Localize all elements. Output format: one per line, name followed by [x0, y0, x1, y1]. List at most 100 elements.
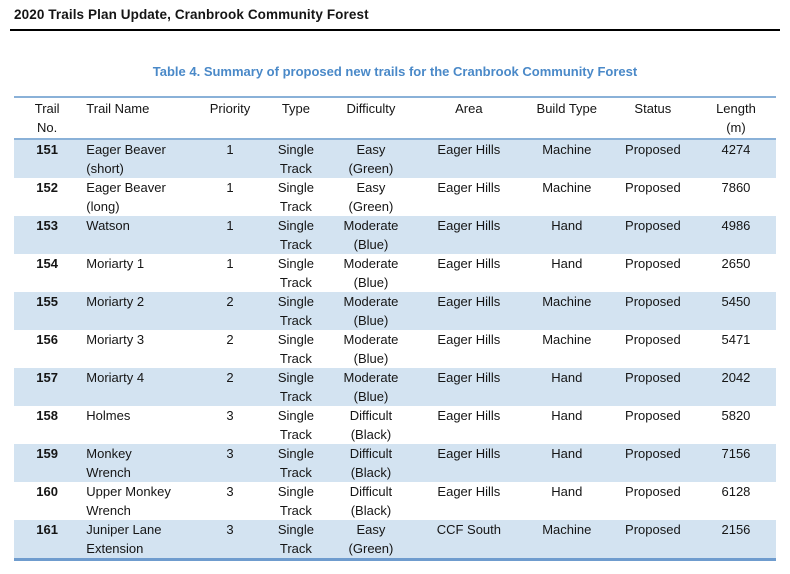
column-header-difficulty: Difficulty — [327, 97, 414, 140]
cell-area: Eager Hills — [437, 484, 501, 499]
cell-status: Proposed — [625, 218, 681, 233]
table-row: 159 Monkey Wrench 3 Single Track Difficult (… — [14, 444, 776, 482]
cell-status: Proposed — [625, 180, 681, 195]
cell-type: Single Track — [277, 484, 314, 518]
table-caption: Table 4. Summary of proposed new trails … — [152, 64, 638, 79]
cell-build: Machine — [542, 180, 592, 195]
column-header-status: Status — [609, 97, 696, 140]
cell-name: Moriarty 1 — [86, 256, 145, 271]
cell-build: Machine — [542, 522, 592, 537]
cell-name: Moriarty 4 — [86, 370, 145, 385]
cell-status: Proposed — [625, 522, 681, 537]
cell-area: Eager Hills — [437, 370, 501, 385]
cell-name: Upper Monkey Wrench — [86, 484, 171, 518]
column-header-build: Build Type — [523, 97, 610, 140]
cell-length: 2156 — [721, 522, 751, 537]
cell-name: Watson — [86, 218, 130, 233]
cell-build: Hand — [551, 218, 583, 233]
cell-no: 156 — [36, 332, 58, 347]
cell-type: Single Track — [277, 408, 314, 442]
cell-length: 7156 — [721, 446, 751, 461]
cell-status: Proposed — [625, 408, 681, 423]
cell-type: Single Track — [277, 522, 314, 556]
cell-area: Eager Hills — [437, 142, 501, 157]
cell-priority: 2 — [226, 332, 234, 347]
cell-length: 5450 — [721, 294, 751, 309]
table-row: 157 Moriarty 4 2 Single Track Moderate (Blue… — [14, 368, 776, 406]
cell-no: 158 — [36, 408, 58, 423]
document-header: 2020 Trails Plan Update, Cranbrook Commu… — [10, 0, 780, 31]
cell-area: Eager Hills — [437, 256, 501, 271]
cell-type: Single Track — [277, 294, 314, 328]
cell-status: Proposed — [625, 256, 681, 271]
cell-status: Proposed — [625, 294, 681, 309]
table-row: 156 Moriarty 3 2 Single Track Moderate (Blue… — [14, 330, 776, 368]
cell-no: 154 — [36, 256, 58, 271]
cell-status: Proposed — [625, 142, 681, 157]
cell-difficulty: Moderate (Blue) — [343, 218, 399, 252]
column-header-type: Type — [263, 97, 328, 140]
cell-build: Hand — [551, 256, 583, 271]
trails-table: Trail No. Trail Name Priority Type Difficult… — [14, 96, 776, 561]
cell-type: Single Track — [277, 180, 314, 214]
table-row: 152 Eager Beaver (long) 1 Single Track Easy … — [14, 178, 776, 216]
cell-area: CCF South — [436, 522, 502, 537]
cell-name: Eager Beaver (short) — [86, 142, 166, 176]
cell-type: Single Track — [277, 142, 314, 176]
column-header-name: Trail Name — [80, 97, 197, 140]
table-row: 160 Upper Monkey Wrench 3 Single Track Diffi… — [14, 482, 776, 520]
cell-name: Eager Beaver (long) — [86, 180, 166, 214]
cell-no: 151 — [36, 142, 58, 157]
table-row: 153 Watson 1 Single Track Moderate (Blue) Eag… — [14, 216, 776, 254]
table-row: 161 Juniper Lane Extension 3 Single Track Ea… — [14, 520, 776, 560]
cell-build: Hand — [551, 370, 583, 385]
cell-difficulty: Moderate (Blue) — [343, 256, 399, 290]
document-title: 2020 Trails Plan Update, Cranbrook Commu… — [14, 7, 369, 22]
cell-area: Eager Hills — [437, 180, 501, 195]
cell-no: 155 — [36, 294, 58, 309]
cell-difficulty: Easy (Green) — [348, 180, 394, 214]
cell-length: 4274 — [721, 142, 751, 157]
cell-difficulty: Difficult (Black) — [349, 484, 393, 518]
cell-priority: 2 — [226, 370, 234, 385]
cell-difficulty: Moderate (Blue) — [343, 294, 399, 328]
cell-name: Juniper Lane Extension — [86, 522, 162, 556]
cell-no: 152 — [36, 180, 58, 195]
table-row: 151 Eager Beaver (short) 1 Single Track Easy… — [14, 139, 776, 178]
table-header-row: Trail No. Trail Name Priority Type Difficult… — [14, 97, 776, 140]
cell-difficulty: Easy (Green) — [348, 142, 394, 176]
cell-priority: 1 — [226, 180, 234, 195]
cell-name: Holmes — [86, 408, 131, 423]
cell-priority: 1 — [226, 218, 234, 233]
cell-difficulty: Difficult (Black) — [349, 408, 393, 442]
cell-difficulty: Easy (Green) — [348, 522, 394, 556]
cell-type: Single Track — [277, 332, 314, 366]
column-header-area: Area — [414, 97, 524, 140]
cell-status: Proposed — [625, 446, 681, 461]
cell-status: Proposed — [625, 370, 681, 385]
cell-length: 2650 — [721, 256, 751, 271]
cell-status: Proposed — [625, 484, 681, 499]
cell-type: Single Track — [277, 446, 314, 480]
cell-priority: 1 — [226, 142, 234, 157]
table-row: 155 Moriarty 2 2 Single Track Moderate (Blue… — [14, 292, 776, 330]
cell-difficulty: Moderate (Blue) — [343, 370, 399, 404]
cell-name: Monkey Wrench — [86, 446, 132, 480]
column-header-length: Length (m) — [695, 97, 776, 140]
cell-build: Hand — [551, 484, 583, 499]
cell-build: Machine — [542, 294, 592, 309]
cell-no: 159 — [36, 446, 58, 461]
cell-priority: 3 — [226, 522, 234, 537]
cell-name: Moriarty 2 — [86, 294, 145, 309]
cell-status: Proposed — [625, 332, 681, 347]
cell-build: Machine — [542, 142, 592, 157]
cell-difficulty: Difficult (Black) — [349, 446, 393, 480]
cell-priority: 2 — [226, 294, 234, 309]
cell-length: 7860 — [721, 180, 751, 195]
column-header-no: Trail No. — [14, 97, 81, 140]
cell-length: 5471 — [721, 332, 751, 347]
cell-priority: 3 — [226, 446, 234, 461]
cell-type: Single Track — [277, 256, 314, 290]
table-row: 158 Holmes 3 Single Track Difficult (Black) E… — [14, 406, 776, 444]
